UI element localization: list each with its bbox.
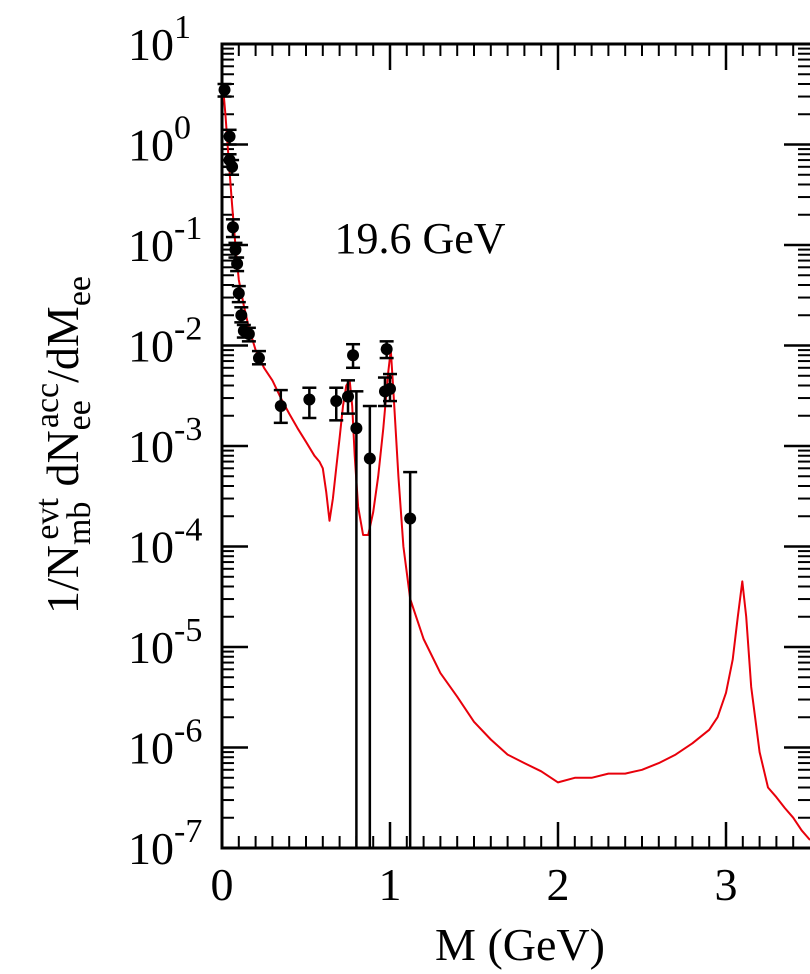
point-marker xyxy=(232,287,245,300)
y-tick-label: 10-3 xyxy=(128,411,202,472)
point-marker xyxy=(404,512,417,525)
point-marker xyxy=(229,243,242,256)
data-point xyxy=(341,379,355,415)
y-tick-label: 101 xyxy=(128,9,191,70)
data-point xyxy=(383,372,397,403)
y-tick-labels: 101 100 10-1 10-2 10-3 10-4 10-5 10-6 10-7 xyxy=(128,9,202,874)
point-marker xyxy=(235,309,248,322)
point-marker xyxy=(363,452,376,465)
x-tick-label: 3 xyxy=(715,859,738,910)
model-curve xyxy=(221,83,810,841)
x-tick-label: 1 xyxy=(379,859,402,910)
y-tick-label: 100 xyxy=(128,110,191,171)
point-marker xyxy=(347,349,360,362)
data-point xyxy=(231,284,246,304)
y-tick-label: 10-2 xyxy=(128,311,202,372)
data-point xyxy=(362,404,377,848)
data-point xyxy=(273,388,288,425)
data-point xyxy=(225,158,240,177)
data-point xyxy=(251,349,266,366)
point-marker xyxy=(226,160,239,173)
x-axis-label: M (GeV) xyxy=(435,919,605,970)
data-point xyxy=(234,306,249,324)
point-marker xyxy=(226,221,239,234)
plot-border xyxy=(220,42,810,850)
data-points-layer xyxy=(217,82,418,848)
data-point xyxy=(403,470,418,848)
minor-ticks xyxy=(222,44,810,848)
data-point xyxy=(329,386,344,422)
point-marker xyxy=(330,395,343,408)
data-point xyxy=(225,218,240,239)
data-point xyxy=(346,342,361,370)
data-point xyxy=(349,390,364,848)
x-tick-labels: 0 1 2 3 xyxy=(211,859,738,910)
point-marker xyxy=(380,343,393,356)
x-tick-label: 0 xyxy=(211,859,234,910)
point-marker xyxy=(342,390,354,403)
point-marker xyxy=(274,400,287,413)
point-marker xyxy=(242,328,255,341)
point-marker xyxy=(384,382,396,395)
y-tick-label: 10-4 xyxy=(128,512,202,573)
plot-frame xyxy=(220,42,810,850)
y-tick-label: 10-5 xyxy=(128,612,202,673)
x-tick-label: 2 xyxy=(547,859,570,910)
data-point xyxy=(217,82,232,98)
point-marker xyxy=(218,83,231,96)
data-point xyxy=(241,326,256,343)
y-tick-label: 10-6 xyxy=(128,713,202,774)
major-ticks xyxy=(220,42,810,850)
data-point xyxy=(228,241,243,259)
data-point xyxy=(230,256,245,273)
point-marker xyxy=(303,393,316,406)
model-curve-layer xyxy=(221,83,810,841)
point-marker xyxy=(252,352,265,365)
data-point xyxy=(379,340,394,360)
point-marker xyxy=(350,422,363,435)
y-axis-label: 1/Nmbevt dNeeacc/dMee xyxy=(29,276,98,614)
point-marker xyxy=(223,130,236,143)
energy-annotation: 19.6 GeV xyxy=(334,214,505,263)
point-marker xyxy=(231,257,244,270)
data-point xyxy=(222,128,237,146)
y-tick-label: 10-7 xyxy=(128,813,202,874)
data-point xyxy=(302,386,317,420)
y-tick-label: 10-1 xyxy=(128,210,202,271)
